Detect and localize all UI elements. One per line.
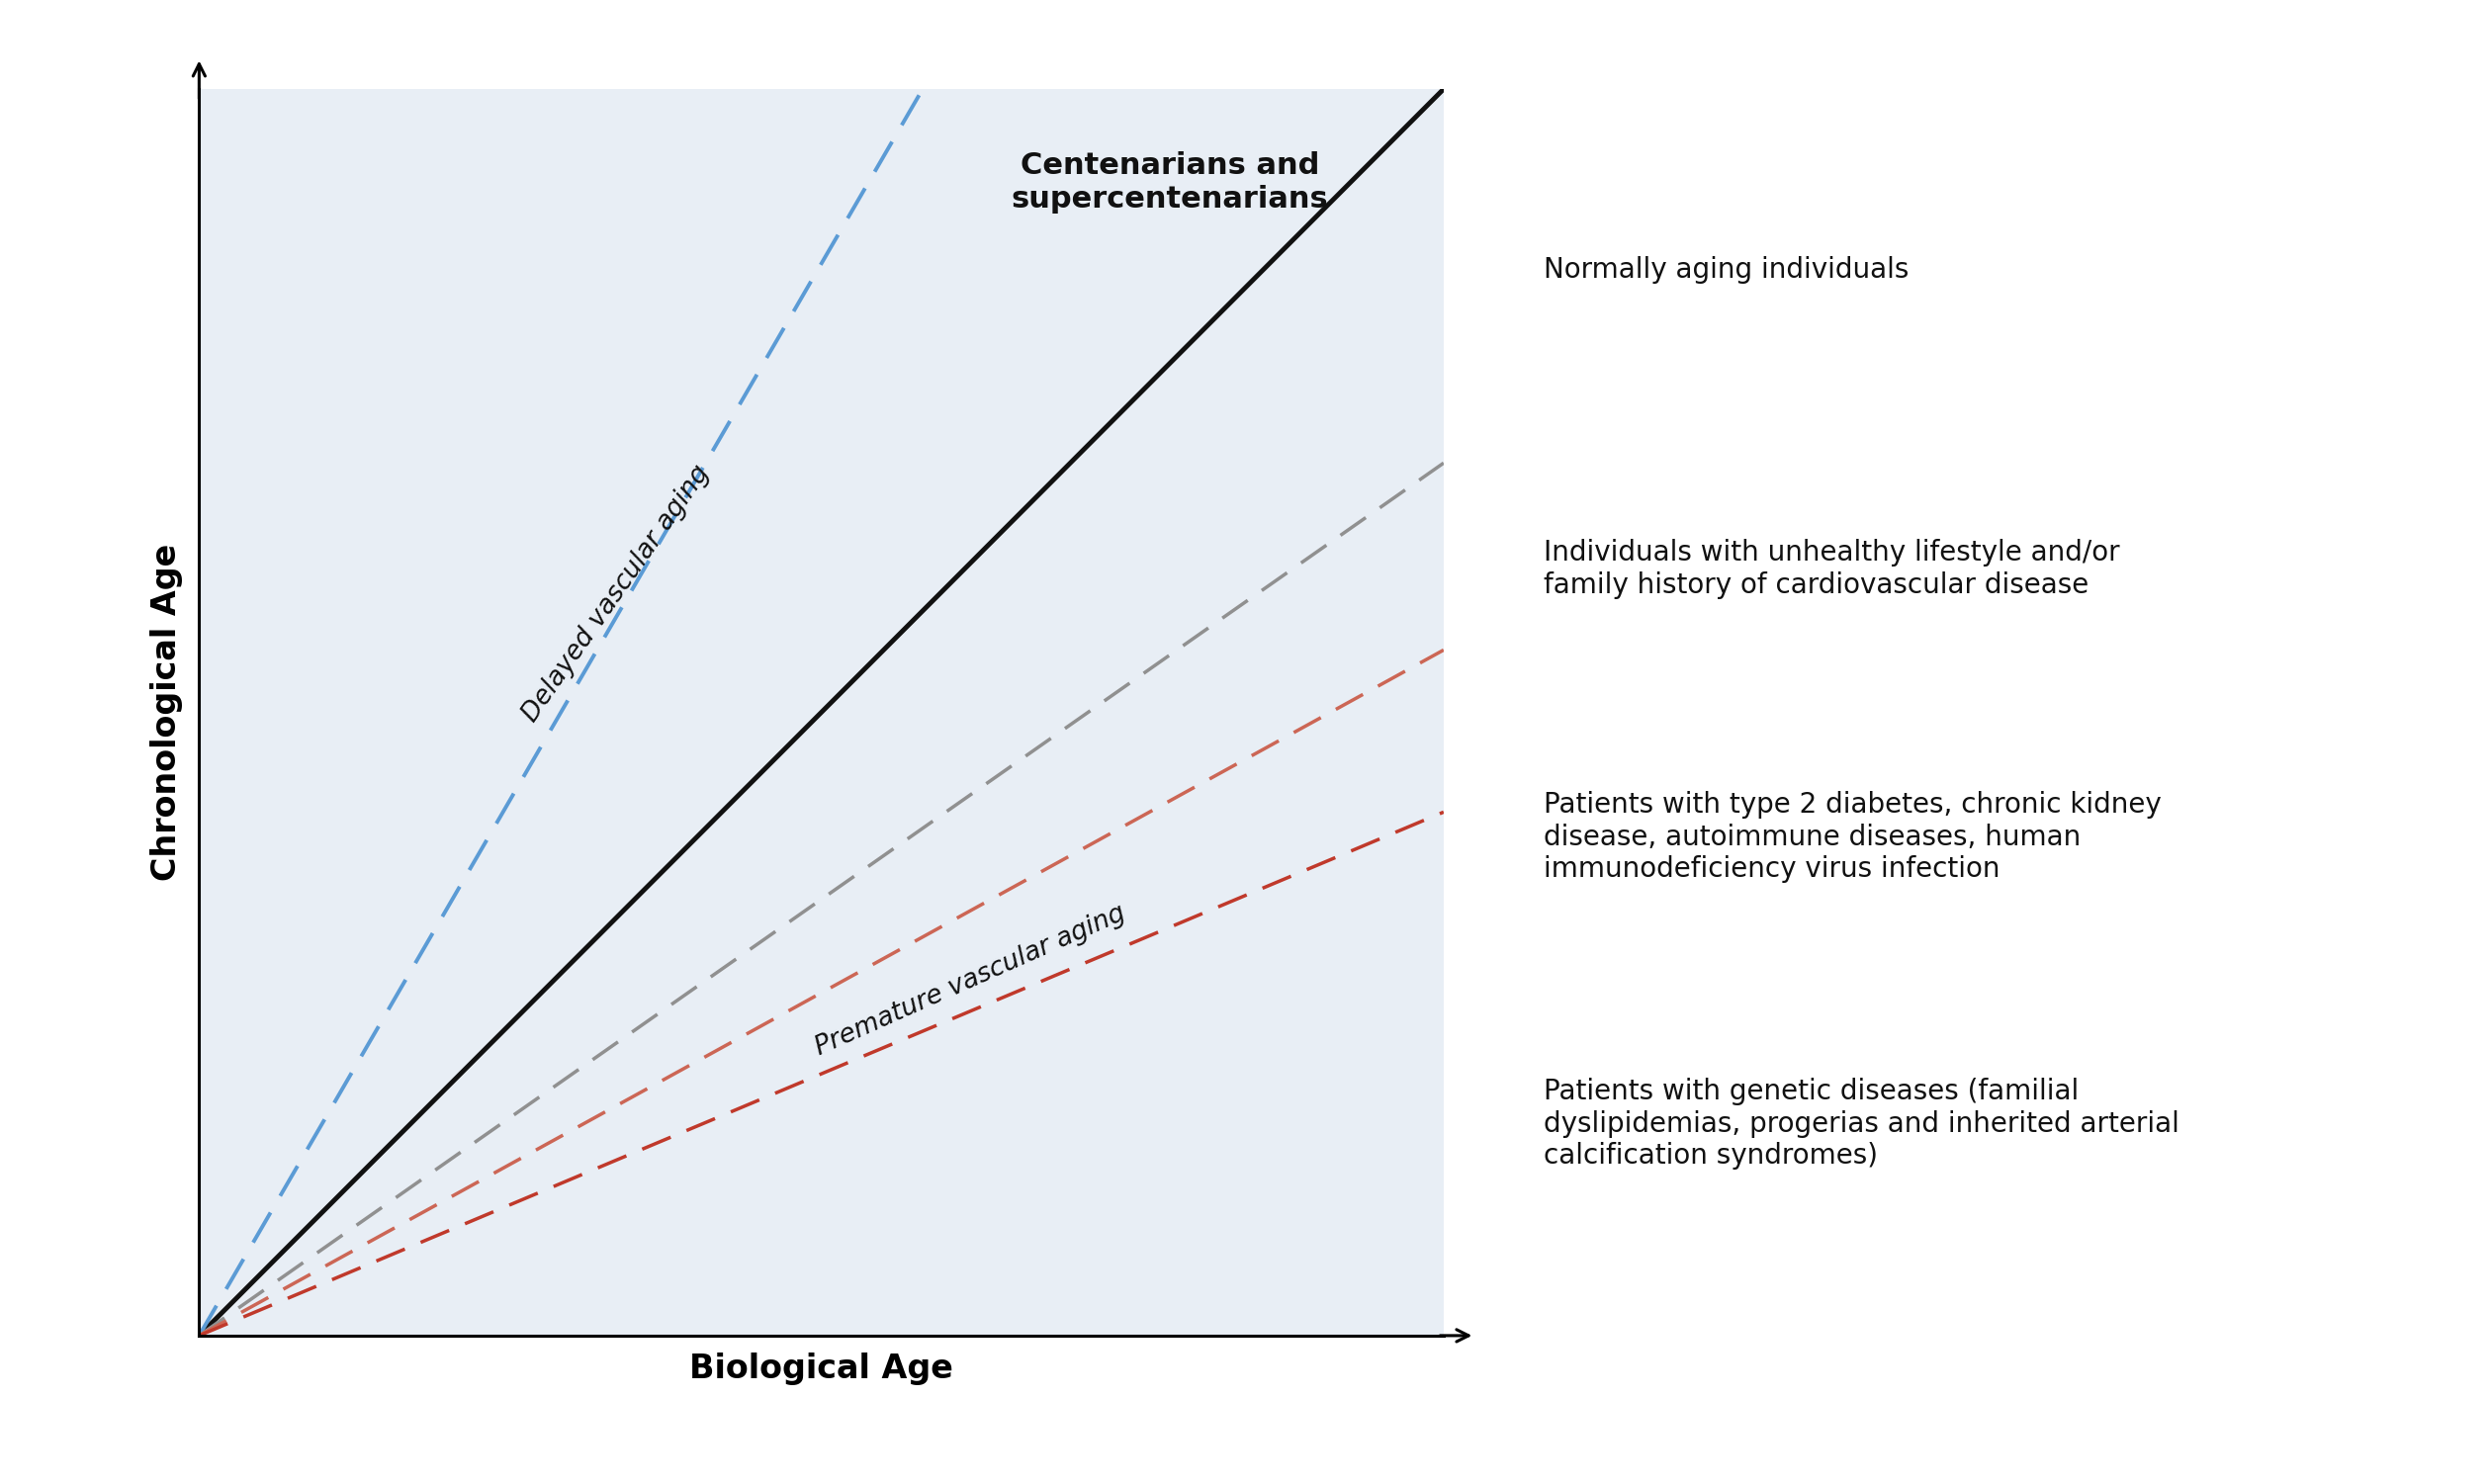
Text: Individuals with unhealthy lifestyle and/or
family history of cardiovascular dis: Individuals with unhealthy lifestyle and… (1543, 539, 2118, 600)
Text: Patients with type 2 diabetes, chronic kidney
disease, autoimmune diseases, huma: Patients with type 2 diabetes, chronic k… (1543, 791, 2160, 883)
Y-axis label: Chronological Age: Chronological Age (149, 543, 182, 881)
Text: Delayed vascular aging: Delayed vascular aging (518, 462, 714, 727)
Text: Premature vascular aging: Premature vascular aging (811, 901, 1130, 1061)
Text: Normally aging individuals: Normally aging individuals (1543, 255, 1909, 283)
X-axis label: Biological Age: Biological Age (689, 1352, 953, 1385)
Text: Patients with genetic diseases (familial
dyslipidemias, progerias and inherited : Patients with genetic diseases (familial… (1543, 1077, 2178, 1169)
Text: Centenarians and
supercentenarians: Centenarians and supercentenarians (1011, 151, 1329, 214)
